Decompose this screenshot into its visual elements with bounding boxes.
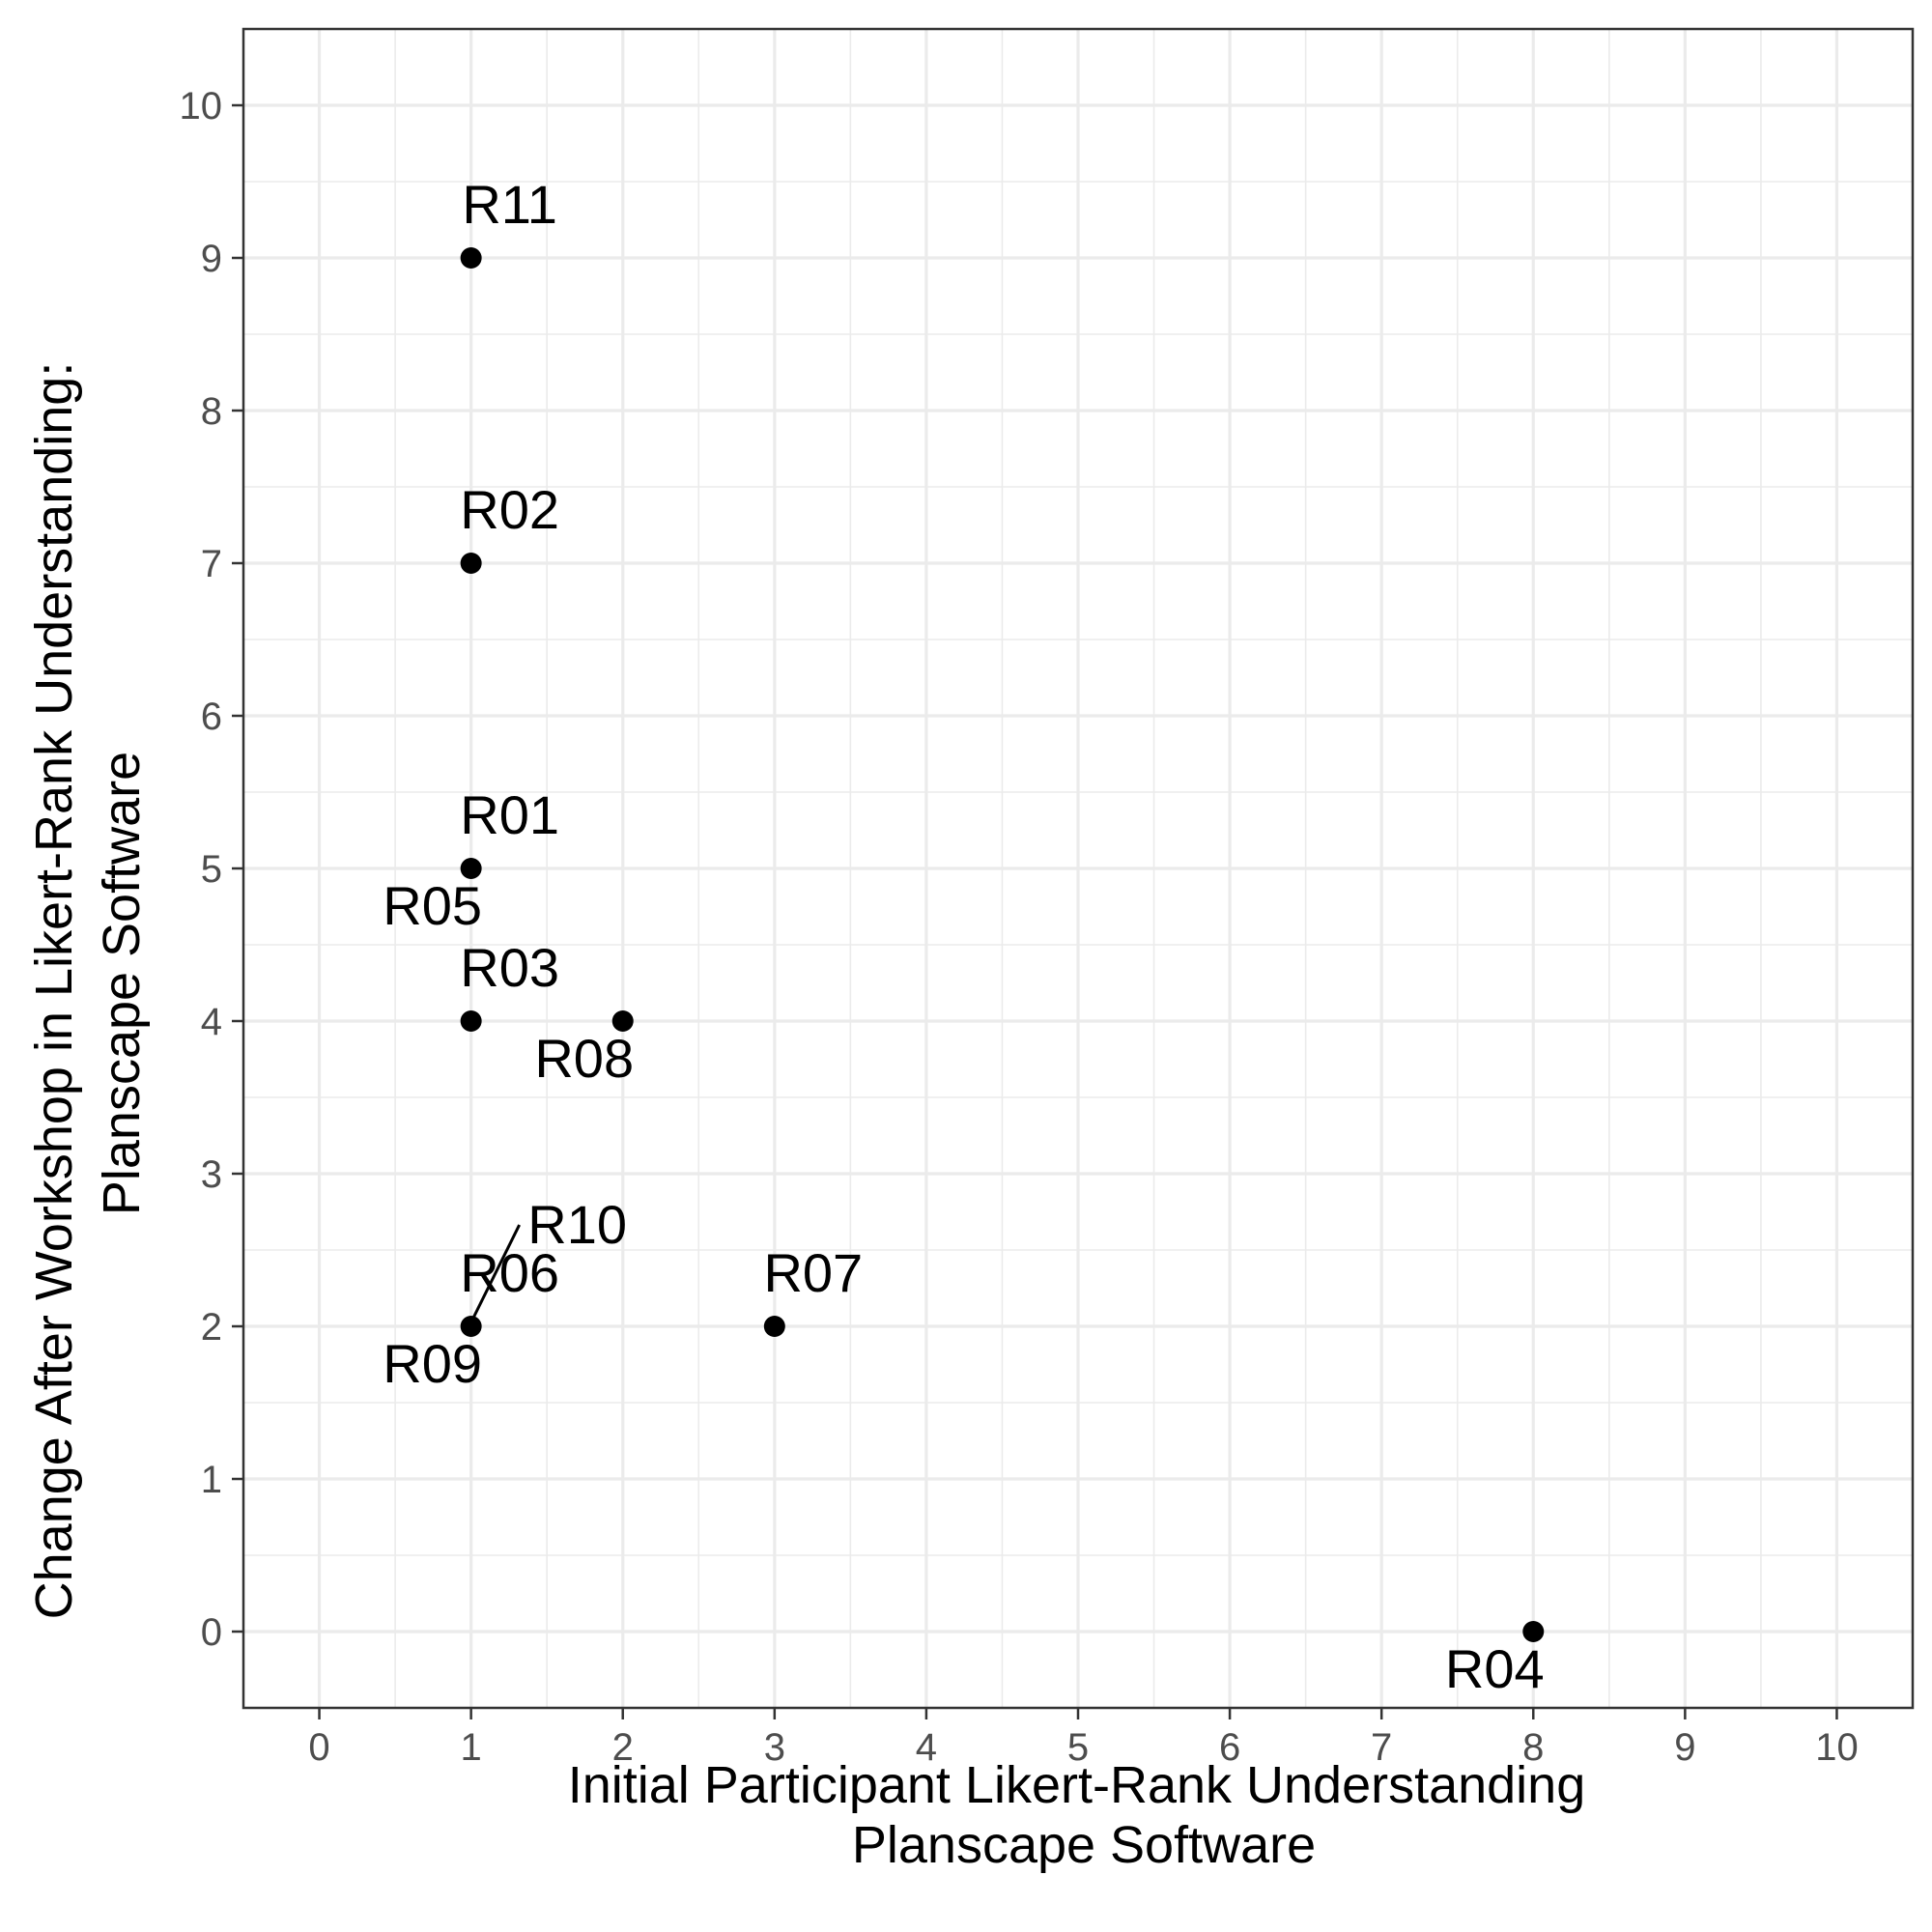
- y-tick-label: 9: [201, 238, 222, 280]
- x-axis: 0 1 2 3 4 5 6 7 8 9 10: [308, 1708, 1859, 1769]
- x-axis-title-line: Planscape Software: [852, 1816, 1316, 1874]
- grid: [242, 28, 1914, 1709]
- y-axis-title: Change After Workshop in Likert-Rank Und…: [25, 348, 151, 1620]
- data-label: R07: [763, 1242, 863, 1303]
- data-label: R10: [527, 1194, 627, 1255]
- data-label: R09: [383, 1333, 482, 1394]
- x-tick-label: 7: [1371, 1726, 1392, 1769]
- data-label: R02: [460, 479, 559, 540]
- label-connector: [471, 1224, 521, 1320]
- data-label: R11: [462, 174, 557, 235]
- data-label: R03: [460, 937, 559, 998]
- x-tick-label: 3: [764, 1726, 785, 1769]
- data-point: [611, 1010, 634, 1032]
- data-point: [460, 553, 482, 574]
- data-point: [460, 1010, 482, 1032]
- x-tick-label: 6: [1219, 1726, 1240, 1769]
- y-tick-label: 2: [201, 1306, 222, 1349]
- y-tick-label: 8: [201, 390, 222, 433]
- y-tick-label: 0: [201, 1611, 222, 1654]
- x-tick-label: 1: [461, 1726, 482, 1769]
- y-tick-label: 6: [201, 696, 222, 738]
- data-point: [1522, 1621, 1545, 1642]
- y-axis-title-line: Planscape Software: [93, 752, 151, 1215]
- y-tick-label: 7: [201, 543, 222, 585]
- data-point: [763, 1316, 785, 1337]
- y-tick-label: 5: [201, 848, 222, 891]
- label-connectors: [471, 1224, 521, 1320]
- data-point: [460, 1316, 482, 1337]
- x-tick-label: 9: [1674, 1726, 1695, 1769]
- data-label: R04: [1445, 1638, 1545, 1699]
- y-tick-label: 1: [201, 1459, 222, 1501]
- x-tick-label: 4: [916, 1726, 937, 1769]
- y-axis-title-line: Change After Workshop in Likert-Rank Und…: [25, 362, 83, 1620]
- data-label: R05: [383, 875, 482, 936]
- y-axis: 0 1 2 3 4 5 6 7 8 9 10: [180, 85, 243, 1654]
- data-point: [460, 858, 482, 879]
- y-tick-label: 10: [180, 85, 223, 128]
- x-tick-label: 5: [1067, 1726, 1089, 1769]
- x-tick-label: 0: [308, 1726, 329, 1769]
- data-label: R01: [460, 784, 559, 845]
- x-axis-title: Initial Participant Likert-Rank Understa…: [568, 1756, 1601, 1874]
- data-point: [460, 247, 482, 269]
- y-tick-label: 3: [201, 1153, 222, 1196]
- x-tick-label: 8: [1522, 1726, 1544, 1769]
- data-label: R08: [534, 1028, 634, 1089]
- x-tick-label: 2: [612, 1726, 634, 1769]
- y-tick-label: 4: [201, 1001, 222, 1043]
- x-tick-label: 10: [1815, 1726, 1859, 1769]
- data-label: R06: [460, 1242, 559, 1303]
- data-points: [460, 247, 1545, 1642]
- x-axis-title-line: Initial Participant Likert-Rank Understa…: [568, 1756, 1586, 1814]
